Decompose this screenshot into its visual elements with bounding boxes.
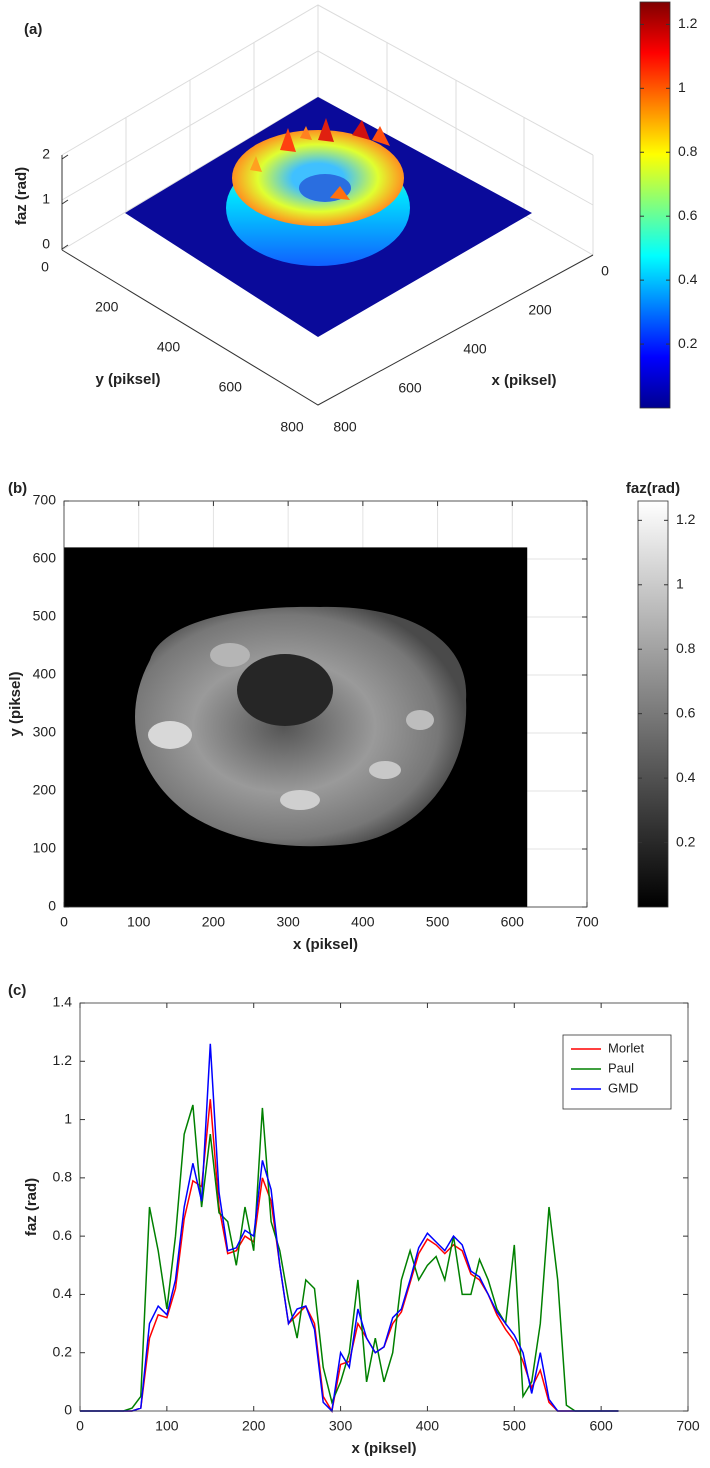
- y-tick-label: 0: [64, 1402, 72, 1418]
- z-tick: [61, 244, 69, 250]
- colorbar-tick-label: 1: [676, 575, 684, 591]
- y-tick-label: 0: [48, 898, 56, 914]
- x-tick-label: 600: [589, 1418, 613, 1434]
- y-tick-label: 700: [33, 492, 57, 508]
- y-tick-label: 0.2: [53, 1343, 73, 1359]
- y-tick-label: 200: [33, 782, 57, 798]
- y-tick-label: 200: [95, 299, 119, 315]
- image-object: [135, 606, 467, 847]
- colorbar-tick-label: 1.2: [676, 511, 696, 527]
- x-tick-label: 500: [426, 914, 450, 930]
- x-tick-label: 0: [76, 1418, 84, 1434]
- axes-frame: [79, 1002, 689, 1412]
- z-tick: [61, 154, 69, 160]
- y-axis-label: y (piksel): [7, 671, 24, 736]
- y-tick-label: 0: [41, 259, 49, 275]
- axes-frame: [63, 500, 588, 908]
- z-tick-label: 1: [42, 191, 50, 207]
- y-tick-label: 1: [64, 1110, 72, 1126]
- x-tick-label: 0: [60, 914, 68, 930]
- colorbar: [639, 1, 671, 409]
- colorbar-tick-label: 0.6: [678, 207, 698, 223]
- x-tick-label: 600: [501, 914, 525, 930]
- x-tick-label: 500: [503, 1418, 527, 1434]
- x-tick-label: 300: [276, 914, 300, 930]
- x-tick-label: 600: [398, 380, 422, 396]
- y-axis-label: y (piksel): [95, 371, 160, 388]
- series-line: [80, 1043, 619, 1413]
- y-tick-label: 1.4: [53, 994, 73, 1010]
- z-tick: [61, 199, 69, 205]
- y-tick-label: 400: [157, 339, 181, 355]
- x-tick-label: 400: [351, 914, 375, 930]
- panel-label: (a): [24, 21, 42, 38]
- colorbar-tick-label: 0.8: [678, 143, 698, 159]
- legend-label: GMD: [608, 1080, 638, 1095]
- y-tick-label: 500: [33, 608, 57, 624]
- y-tick-label: 300: [33, 724, 57, 740]
- x-tick-label: 200: [202, 914, 226, 930]
- colorbar-title: faz(rad): [626, 480, 680, 497]
- x-tick-label: 200: [528, 302, 552, 318]
- colorbar-tick-label: 1: [678, 79, 686, 95]
- colorbar: [637, 500, 669, 908]
- x-tick-label: 100: [127, 914, 151, 930]
- x-tick-label: 100: [155, 1418, 179, 1434]
- x-tick-label: 0: [601, 263, 609, 279]
- y-tick-label: 800: [280, 419, 304, 435]
- colorbar-tick-label: 0.8: [676, 640, 696, 656]
- y-tick-label: 0.4: [53, 1285, 73, 1301]
- axes-3d: [61, 155, 594, 406]
- x-axis-label: x (piksel): [351, 1440, 416, 1457]
- colorbar-tick-label: 1.2: [678, 15, 698, 31]
- surface: [125, 97, 532, 337]
- x-tick-label: 800: [333, 419, 357, 435]
- y-axis-label: faz (rad): [23, 1178, 40, 1236]
- x-axis-label: x (piksel): [491, 372, 556, 389]
- colorbar-tick-label: 0.4: [676, 769, 696, 785]
- colorbar-tick-label: 0.2: [676, 833, 696, 849]
- panel-label: (c): [8, 982, 26, 999]
- legend-box: [562, 1034, 672, 1110]
- legend-label: Morlet: [608, 1040, 645, 1055]
- colorbar-tick-label: 0.4: [678, 271, 698, 287]
- series-line: [80, 1104, 619, 1412]
- colorbar-tick-label: 0.2: [678, 335, 698, 351]
- z-axis-label: faz (rad): [13, 167, 30, 225]
- y-tick-label: 0.8: [53, 1169, 73, 1185]
- y-tick-label: 1.2: [53, 1052, 73, 1068]
- x-tick-label: 200: [242, 1418, 266, 1434]
- panel-label: (b): [8, 480, 27, 497]
- y-tick-label: 600: [33, 550, 57, 566]
- x-tick-label: 400: [416, 1418, 440, 1434]
- x-tick-label: 400: [463, 341, 487, 357]
- x-tick-label: 700: [676, 1418, 700, 1434]
- x-tick-label: 700: [575, 914, 599, 930]
- z-tick-label: 2: [42, 146, 50, 162]
- y-tick-label: 0.6: [53, 1227, 73, 1243]
- x-axis-label: x (piksel): [293, 936, 358, 953]
- z-tick-label: 0: [42, 236, 50, 252]
- colorbar-tick-label: 0.6: [676, 704, 696, 720]
- x-tick-label: 300: [329, 1418, 353, 1434]
- y-tick-label: 600: [219, 379, 243, 395]
- y-tick-label: 100: [33, 840, 57, 856]
- y-tick-label: 400: [33, 666, 57, 682]
- legend-label: Paul: [608, 1060, 634, 1075]
